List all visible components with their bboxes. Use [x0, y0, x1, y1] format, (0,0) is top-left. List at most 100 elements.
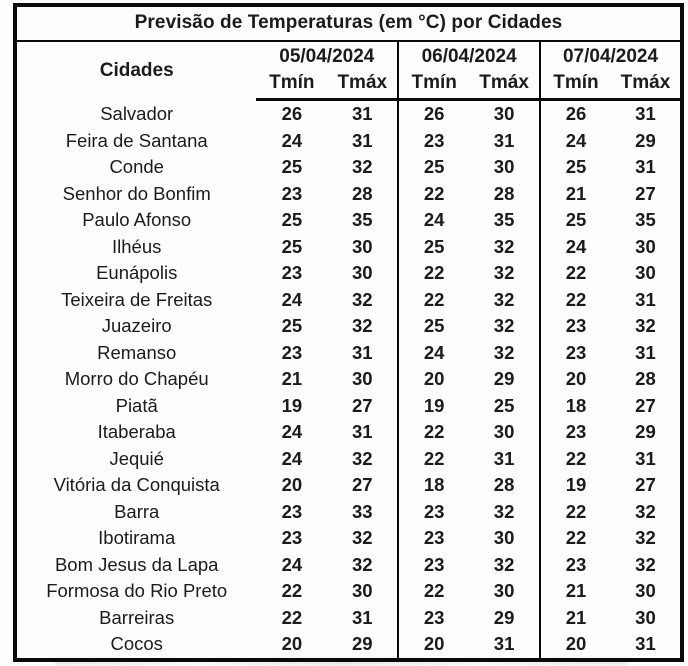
subheader-row: Tmín Tmáx Tmín Tmáx Tmín Tmáx — [15, 70, 682, 101]
column-header-tmin-1: Tmín — [256, 70, 328, 101]
table-row: Ilhéus 25 30 25 32 24 30 — [15, 233, 682, 260]
tmax-value: 32 — [493, 315, 515, 337]
tmax-value: 27 — [635, 474, 656, 496]
tmax-value: 30 — [351, 580, 373, 602]
tmax-value: 31 — [351, 129, 373, 151]
tmax-value: 32 — [351, 315, 373, 337]
tmin-value: 23 — [397, 498, 470, 525]
tmin-value: 23 — [539, 313, 611, 340]
city-name: Jequié — [109, 447, 164, 469]
tmax-value: 29 — [351, 633, 373, 655]
tmin-value: 22 — [281, 606, 303, 628]
tmin-value: 25 — [539, 207, 611, 234]
tmin-value: 20 — [397, 631, 470, 660]
city-name: Barra — [114, 500, 160, 522]
column-header-date-1: 05/04/2024 — [279, 46, 375, 67]
column-header-date-3: 07/04/2024 — [539, 41, 682, 70]
tmax-value: 28 — [493, 474, 515, 496]
table-row: Morro do Chapéu 21 30 20 29 20 28 — [15, 366, 682, 393]
tmin-value: 24 — [281, 447, 303, 469]
tmax-value: 27 — [351, 474, 373, 496]
table-row: Eunápolis 23 30 22 32 22 30 — [15, 260, 682, 287]
tmax-value: 27 — [635, 182, 656, 204]
tmin-value: 22 — [397, 286, 470, 313]
tmin-value: 23 — [539, 551, 611, 578]
tmin-value: 23 — [281, 182, 303, 204]
scan-artifact — [55, 659, 628, 665]
column-header-tmax-3: Tmáx — [610, 70, 682, 101]
table-row: Cocos 20 29 20 31 20 31 — [15, 631, 682, 660]
tmax-value: 32 — [493, 500, 515, 522]
tmin-value: 23 — [397, 551, 470, 578]
tmin-value: 20 — [539, 366, 611, 393]
table-row: Vitória da Conquista 20 27 18 28 19 27 — [15, 472, 682, 499]
date-header-row: Cidades 05/04/2024 06/04/2024 07/04/2024 — [15, 41, 682, 81]
tmin-value: 22 — [397, 419, 470, 446]
tmax-value: 31 — [351, 341, 373, 363]
city-name: Itaberaba — [97, 421, 176, 443]
tmin-value: 22 — [539, 286, 611, 313]
tmin-value: 23 — [397, 525, 470, 552]
tmax-value: 30 — [635, 580, 656, 602]
tmin-value: 20 — [539, 631, 611, 660]
tmax-value: 35 — [493, 209, 515, 231]
tmin-value: 23 — [281, 262, 303, 284]
city-name: Barreiras — [99, 606, 175, 628]
city-name: Bom Jesus da Lapa — [54, 553, 219, 575]
city-name: Conde — [109, 156, 164, 178]
tmax-value: 27 — [635, 394, 656, 416]
tmin-value: 23 — [539, 339, 611, 366]
table-row: Feira de Santana 24 31 23 31 24 29 — [15, 127, 682, 154]
tmax-value: 30 — [493, 421, 515, 443]
tmax-value: 28 — [635, 368, 656, 390]
city-name: Teixeira de Freitas — [61, 288, 213, 310]
tmax-value: 30 — [493, 156, 515, 178]
tmax-value: 30 — [635, 606, 656, 628]
city-name: Ilhéus — [112, 235, 162, 257]
table-title: Previsão de Temperaturas (em °C) por Cid… — [15, 5, 682, 42]
city-name: Salvador — [100, 102, 174, 124]
tmin-value: 23 — [397, 604, 470, 631]
tmin-value: 24 — [539, 233, 611, 260]
tmax-value: 30 — [493, 580, 515, 602]
tmin-value: 22 — [539, 260, 611, 287]
tmax-value: 32 — [493, 341, 515, 363]
tmin-value: 22 — [539, 525, 611, 552]
city-name: Morro do Chapéu — [64, 368, 209, 390]
tmax-value: 28 — [493, 182, 515, 204]
table-row: Piatã 19 27 19 25 18 27 — [15, 392, 682, 419]
tmin-value: 26 — [539, 99, 611, 128]
city-name: Remanso — [97, 341, 177, 363]
tmin-value: 20 — [281, 633, 303, 655]
city-name: Juazeiro — [101, 315, 172, 337]
tmax-value: 30 — [635, 262, 656, 284]
tmax-value: 30 — [493, 527, 515, 549]
tmin-value: 24 — [281, 288, 303, 310]
tmin-value: 18 — [539, 392, 611, 419]
tmax-value: 31 — [493, 447, 515, 469]
tmin-value: 23 — [281, 341, 303, 363]
tmin-value: 24 — [281, 129, 303, 151]
tmax-value: 30 — [351, 235, 373, 257]
column-header-cidades: Cidades — [99, 59, 174, 81]
table-row: Bom Jesus da Lapa 24 32 23 32 23 32 — [15, 551, 682, 578]
tmin-value: 22 — [397, 445, 470, 472]
table-row: Ibotirama 23 32 23 30 22 32 — [15, 525, 682, 552]
city-name: Ibotirama — [98, 527, 176, 549]
tmax-value: 31 — [493, 129, 515, 151]
tmin-value: 21 — [539, 604, 611, 631]
tmax-value: 31 — [351, 421, 373, 443]
tmin-value: 23 — [281, 527, 303, 549]
tmax-value: 32 — [635, 500, 656, 522]
tmax-value: 25 — [493, 394, 515, 416]
table-row: Jequié 24 32 22 31 22 31 — [15, 445, 682, 472]
tmax-value: 31 — [635, 633, 656, 655]
tmin-value: 21 — [539, 180, 611, 207]
title-row: Previsão de Temperaturas (em °C) por Cid… — [15, 5, 682, 42]
tmin-value: 25 — [539, 154, 611, 181]
tmin-value: 18 — [397, 472, 470, 499]
table-row: Salvador 26 31 26 30 26 31 — [15, 99, 682, 128]
tmax-value: 29 — [493, 368, 515, 390]
tmin-value: 22 — [397, 578, 470, 605]
tmin-value: 22 — [397, 260, 470, 287]
